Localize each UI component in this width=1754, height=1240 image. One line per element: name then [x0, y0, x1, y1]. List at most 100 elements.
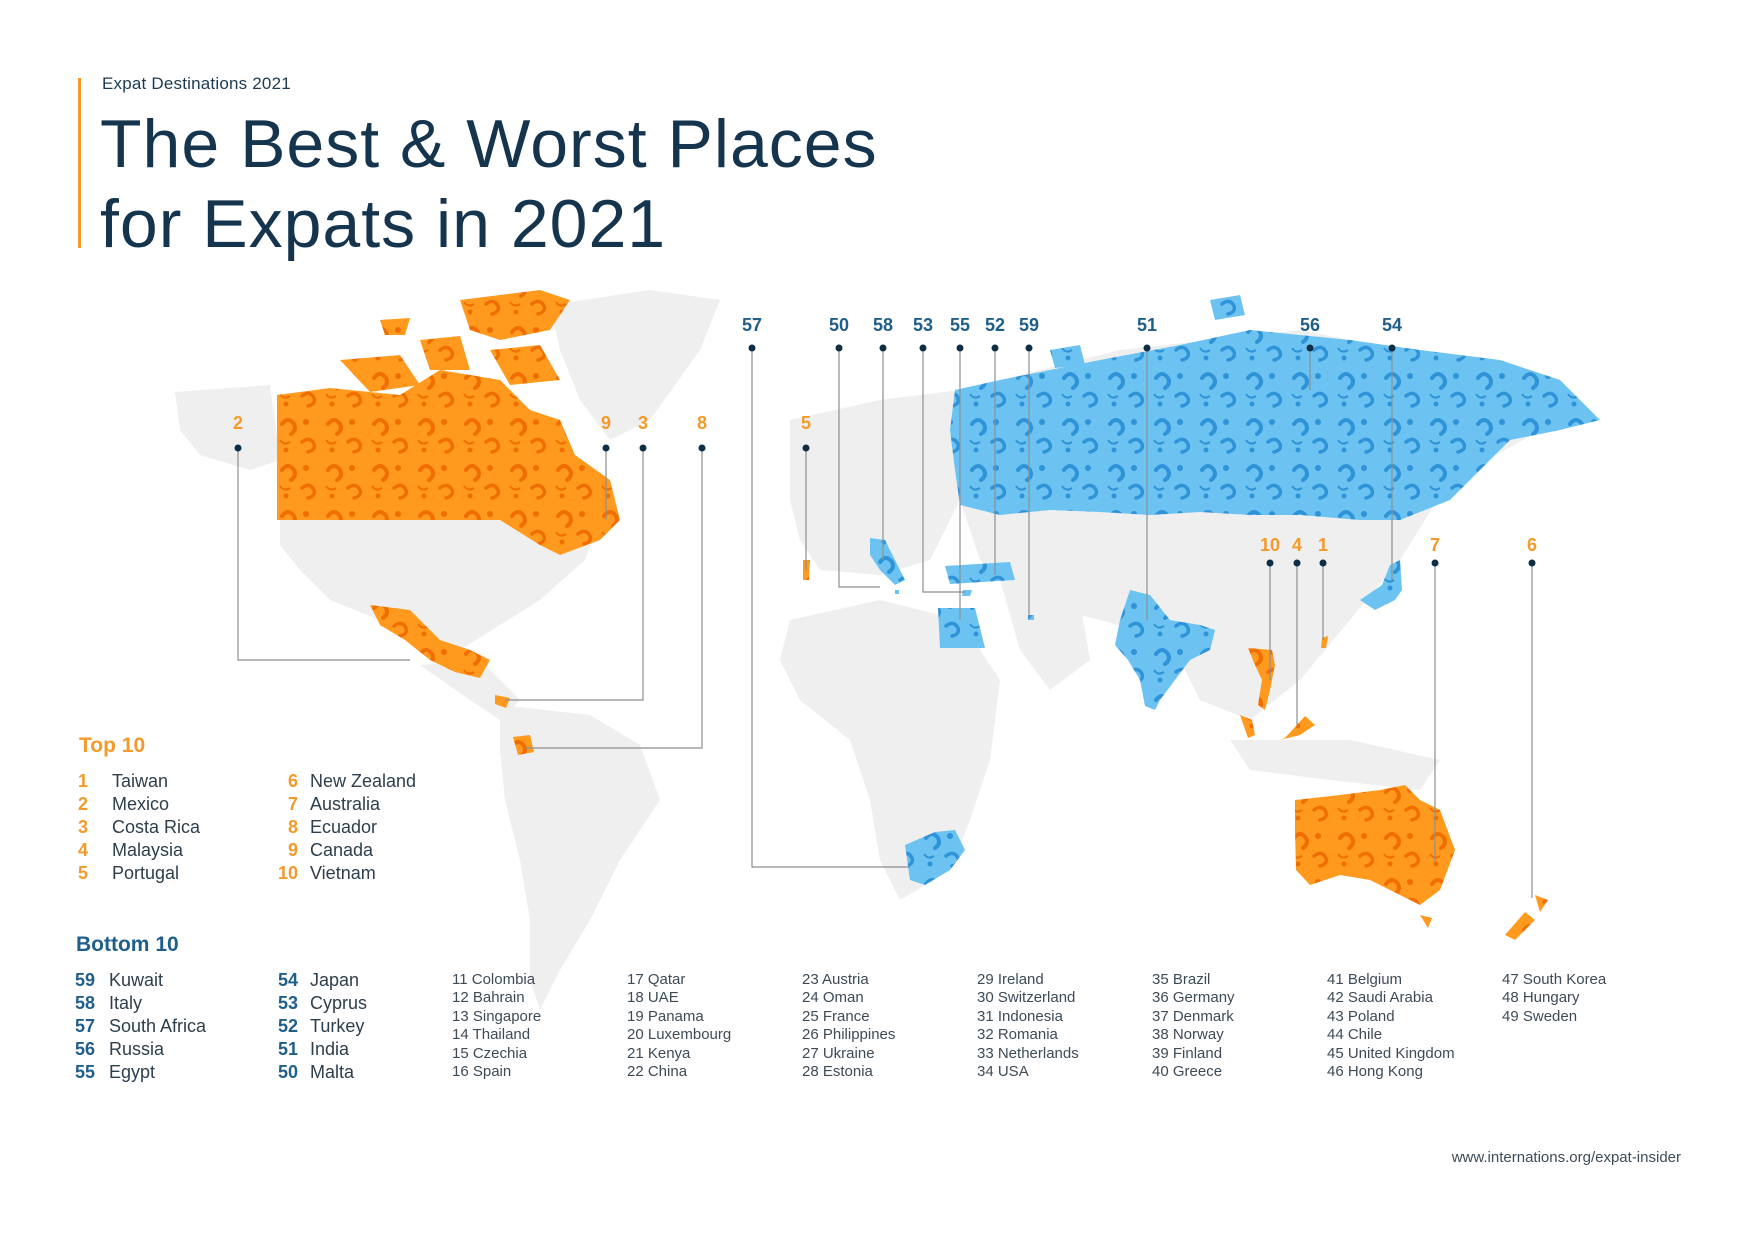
country-cyprus [962, 590, 972, 596]
rank: 7 [287, 794, 298, 814]
country: Canada [310, 840, 374, 860]
top-10-countries [277, 290, 1548, 940]
source-url: www.internations.org/expat-insider [1451, 1149, 1681, 1166]
ranking-entry: 49 Sweden [1502, 1007, 1578, 1025]
ranking-entry: 30 Switzerland [977, 989, 1076, 1007]
ranking-entry: 14 Thailand [452, 1026, 531, 1044]
ranking-entry: 15 Czechia [452, 1044, 528, 1062]
map-rank-label: 54 [1381, 315, 1403, 335]
ranking-entry: 41 Belgium [1327, 971, 1403, 988]
ranking-entry: 12 Bahrain [452, 989, 525, 1007]
country-mexico [370, 605, 490, 678]
page-title: The Best & Worst Places for Expats in 20… [100, 104, 878, 264]
rank: 3 [78, 817, 89, 837]
map-rank-label: 57 [741, 315, 763, 335]
country-canada [277, 370, 620, 555]
country: Malaysia [112, 840, 184, 860]
legend-row: 51 India [264, 1038, 367, 1061]
rank: 5 [78, 863, 89, 883]
rank: 2 [78, 794, 89, 814]
legend-row: 2 Mexico [78, 793, 200, 816]
ranking-entry: 44 Chile [1327, 1026, 1383, 1044]
ranking-entry: 17 Qatar [627, 971, 686, 988]
map-rank-label: 9 [600, 413, 612, 433]
legend-row: 52 Turkey [264, 1015, 367, 1038]
ranking-entry: 18 UAE [627, 989, 679, 1007]
kicker: Expat Destinations 2021 [102, 74, 291, 93]
country: Taiwan [112, 771, 169, 791]
country: New Zealand [310, 771, 417, 791]
title-line-2: for Expats in 2021 [100, 186, 667, 262]
ranking-entry: 47 South Korea [1502, 971, 1607, 988]
rankings-column: 23 Austria 24 Oman 25 France 26 Philippines… [802, 971, 895, 1081]
top-10-list-col-2: 6 New Zealand 7 Australia 8 Ecuador 9 Canada… [264, 770, 416, 885]
rank: 9 [287, 840, 298, 860]
ranking-entry: 28 Estonia [802, 1063, 873, 1081]
map-rank-label: 7 [1429, 535, 1441, 555]
legend-row: 3 Costa Rica [78, 816, 200, 839]
rank: 59 [75, 970, 96, 990]
ranking-entry: 29 Ireland [977, 971, 1044, 988]
ranking-entry: 43 Poland [1327, 1007, 1395, 1025]
rank: 10 [277, 863, 298, 883]
country-new-zealand [1535, 895, 1548, 912]
country: Vietnam [310, 863, 376, 883]
ranking-entry: 45 United Kingdom [1327, 1044, 1455, 1062]
map-rank-label: 58 [872, 315, 894, 335]
country: Russia [109, 1039, 165, 1059]
country: Kuwait [109, 970, 164, 990]
leader-dots [234, 344, 1536, 567]
rank: 56 [75, 1039, 96, 1059]
map-rank-label: 8 [696, 413, 708, 433]
country: Ecuador [310, 817, 378, 837]
ranking-entry: 38 Norway [1152, 1026, 1224, 1044]
country: Malta [310, 1062, 355, 1082]
ranking-entry: 39 Finland [1152, 1044, 1223, 1062]
legend-row: 8 Ecuador [264, 816, 416, 839]
legend-row: 54 Japan [264, 969, 367, 992]
rankings-column: 17 Qatar 18 UAE 19 Panama 20 Luxembourg 21 K… [627, 971, 731, 1081]
legend-row: 53 Cyprus [264, 992, 367, 1015]
leader-lines [237, 348, 1533, 898]
country-vietnam [1248, 648, 1275, 710]
rank: 6 [287, 771, 298, 791]
ranking-entry: 26 Philippines [802, 1026, 896, 1044]
legend-row: 58 Italy [75, 992, 206, 1015]
country: South Africa [109, 1016, 207, 1036]
bottom-10-list-col-1: 59 Kuwait 58 Italy 57 South Africa 56 Russia… [75, 969, 206, 1084]
ranking-entry: 11 Colombia [452, 971, 536, 988]
bottom-10-list-col-2: 54 Japan 53 Cyprus 52 Turkey 51 India 50 Malt… [264, 969, 367, 1084]
country-india [1115, 590, 1215, 710]
bottom-10-countries [870, 295, 1600, 885]
country-ecuador [513, 735, 534, 755]
map-rank-label: 55 [949, 315, 971, 335]
ranking-entry: 13 Singapore [452, 1007, 542, 1025]
map-rank-label: 5 [800, 413, 812, 433]
rankings-column: 29 Ireland 30 Switzerland 31 Indonesia 32 R… [977, 971, 1079, 1081]
rankings-column: 47 South Korea 48 Hungary 49 Sweden [1502, 971, 1606, 1026]
legend-row: 7 Australia [264, 793, 416, 816]
rankings-column: 35 Brazil 36 Germany 37 Denmark 38 Norway 39… [1152, 971, 1235, 1081]
ranking-entry: 46 Hong Kong [1327, 1063, 1423, 1081]
map-rank-label: 4 [1291, 535, 1303, 555]
rank: 58 [75, 993, 96, 1013]
country: Mexico [112, 794, 170, 814]
country-turkey [945, 562, 1015, 584]
ranking-entry: 19 Panama [627, 1007, 704, 1025]
top-10-list-col-1: 1 Taiwan 2 Mexico 3 Costa Rica 4 Malaysia 5 P… [78, 770, 200, 885]
ranking-entry: 22 China [627, 1063, 688, 1081]
rank: 1 [78, 771, 89, 791]
rank: 52 [277, 1016, 298, 1036]
ranking-entry: 32 Romania [977, 1026, 1058, 1044]
legend-row: 5 Portugal [78, 862, 200, 885]
ranking-entry: 37 Denmark [1152, 1007, 1234, 1025]
country-south-africa [905, 830, 965, 885]
ranking-entry: 36 Germany [1152, 989, 1235, 1007]
ranking-entry: 27 Ukraine [802, 1044, 875, 1062]
bottom-10-heading: Bottom 10 [76, 933, 179, 956]
ranking-entry: 31 Indonesia [977, 1007, 1063, 1025]
country: Cyprus [310, 993, 368, 1013]
ranking-entry: 24 Oman [802, 989, 864, 1007]
rankings-column: 11 Colombia 12 Bahrain 13 Singapore 14 Thai… [452, 971, 541, 1081]
